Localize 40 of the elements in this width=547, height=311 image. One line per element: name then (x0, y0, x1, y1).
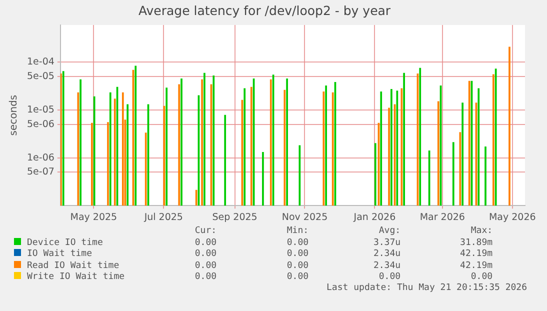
legend-label: IO Wait time (26, 249, 94, 260)
text: 0.00 (194, 249, 217, 260)
text: 0.00 (286, 272, 309, 284)
legend-label: Write IO Wait time (26, 272, 125, 284)
text: Max: (470, 226, 493, 238)
text: 0.00 (286, 260, 309, 272)
x-tick-label: Jul 2025 (143, 212, 183, 223)
text: 3.37u (372, 238, 401, 249)
text: 42.19m (459, 249, 493, 260)
x-tick-label: Jan 2026 (352, 212, 396, 223)
text: Last update: Thu May 21 20:15:35 2026 (326, 283, 527, 294)
chart-title: Average latency for /dev/loop2 - by year (138, 2, 392, 18)
x-tick-label: Nov 2025 (282, 212, 328, 223)
text: 2.34u (372, 260, 401, 272)
text: 0.00 (194, 260, 217, 272)
text: Avg: (378, 226, 401, 238)
y-tick-label: 5e-07 (27, 166, 54, 178)
x-tick-label: Sep 2025 (212, 212, 258, 223)
y-tick-label: 1e-05 (27, 104, 54, 116)
x-tick-label: May 2025 (70, 212, 118, 223)
text: 0.00 (194, 272, 217, 284)
legend-label: Read IO Wait time (26, 260, 120, 272)
y-tick-label: 5e-06 (27, 118, 54, 130)
y-tick-label: 1e-04 (27, 56, 54, 68)
text: Min: (286, 226, 309, 238)
legend-label: Device IO time (26, 238, 104, 249)
x-tick-label: Mar 2026 (420, 212, 465, 223)
y-axis-title: seconds (8, 94, 20, 136)
y-tick-label: 5e-05 (27, 71, 54, 82)
text: 0.00 (194, 238, 217, 249)
text: 0.00 (378, 272, 401, 283)
x-tick-label: May 2026 (488, 212, 536, 223)
text: 42.19m (459, 260, 493, 272)
text: Cur: (194, 226, 217, 238)
y-tick-label: 1e-06 (27, 152, 54, 164)
text: 0.00 (470, 272, 493, 283)
text: 2.34u (372, 249, 401, 260)
text: 31.89m (459, 238, 493, 249)
text: 0.00 (286, 249, 309, 260)
text: 0.00 (286, 238, 309, 249)
